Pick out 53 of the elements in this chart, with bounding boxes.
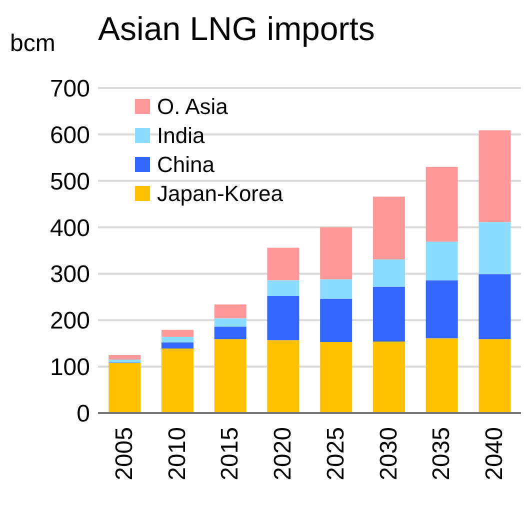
bar bbox=[161, 336, 194, 342]
legend-label: India bbox=[157, 122, 205, 150]
y-tick-label: 400 bbox=[50, 214, 90, 242]
chart-title: Asian LNG imports bbox=[98, 10, 375, 48]
bar bbox=[372, 342, 405, 413]
bar bbox=[320, 298, 352, 342]
y-tick-label: 500 bbox=[50, 168, 90, 196]
bar bbox=[267, 248, 300, 280]
x-tick-label: 2030 bbox=[375, 427, 402, 480]
y-tick-label: 300 bbox=[50, 261, 90, 288]
bar bbox=[161, 342, 194, 348]
bar bbox=[108, 354, 141, 360]
y-tick-label: 700 bbox=[50, 76, 90, 103]
x-tick-label: 2010 bbox=[164, 427, 191, 480]
x-tick-label: 2020 bbox=[270, 427, 297, 480]
bar bbox=[161, 330, 194, 337]
bar bbox=[426, 338, 458, 413]
x-tick-label: 2025 bbox=[322, 427, 350, 480]
x-tick-label: 2040 bbox=[481, 427, 508, 480]
bar bbox=[478, 222, 511, 274]
y-tick-label: 100 bbox=[50, 354, 90, 382]
bar bbox=[478, 274, 511, 340]
legend-label: O. Asia bbox=[157, 93, 228, 121]
legend-label: China bbox=[157, 151, 214, 179]
bar bbox=[320, 279, 352, 299]
bar bbox=[372, 259, 405, 287]
bar bbox=[214, 304, 246, 318]
bar bbox=[426, 166, 458, 242]
y-tick-label: 0 bbox=[76, 400, 90, 428]
legend-label: Japan-Korea bbox=[157, 180, 283, 208]
bar bbox=[161, 348, 194, 413]
bar bbox=[426, 280, 458, 338]
x-tick-label: 2035 bbox=[428, 427, 456, 480]
x-tick-label: 2015 bbox=[216, 427, 244, 480]
x-tick-label: 2005 bbox=[110, 427, 138, 480]
y-tick-label: 200 bbox=[50, 308, 90, 335]
bar bbox=[478, 339, 511, 413]
bar bbox=[426, 242, 458, 280]
bar bbox=[320, 342, 352, 413]
y-axis-title: bcm bbox=[10, 30, 56, 58]
bar bbox=[267, 340, 300, 413]
bar bbox=[214, 339, 246, 413]
bar bbox=[372, 286, 405, 342]
bar bbox=[372, 196, 405, 260]
bar bbox=[214, 326, 246, 340]
bar bbox=[267, 296, 300, 340]
bar bbox=[108, 362, 141, 413]
bar bbox=[108, 360, 141, 362]
bar bbox=[267, 280, 300, 296]
bar bbox=[214, 318, 246, 327]
y-tick-label: 600 bbox=[50, 122, 90, 149]
bar bbox=[320, 227, 352, 280]
bar bbox=[478, 130, 511, 222]
